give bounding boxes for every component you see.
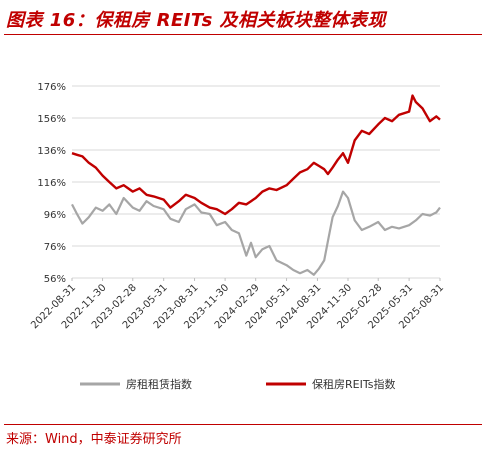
chart-title: 图表 16：保租房 REITs 及相关板块整体表现	[6, 10, 387, 31]
legend-label: 房租租赁指数	[126, 377, 192, 391]
line-chart: 56% 76% 96% 116% 136% 156% 176% 2022-08-312022…	[29, 82, 446, 391]
source-note: 来源：Wind，中泰证券研究所	[6, 432, 182, 447]
series-lines	[71, 94, 441, 276]
title-divider	[4, 34, 482, 35]
x-axis-ticks: 2022-08-312022-11-302023-02-282023-05-31…	[29, 278, 446, 331]
source-divider	[4, 424, 482, 425]
y-axis-ticks: 56% 76% 96% 116% 136% 156% 176%	[37, 82, 66, 285]
grid-lines	[72, 85, 440, 279]
y-tick-label: 76%	[44, 242, 66, 253]
legend: 房租租赁指数 保租房REITs指数	[80, 377, 395, 391]
y-tick-label: 176%	[37, 82, 66, 93]
legend-label: 保租房REITs指数	[312, 377, 395, 391]
series-line-rental	[71, 190, 441, 276]
y-tick-label: 56%	[44, 274, 66, 285]
series-line-reits	[71, 94, 441, 216]
y-tick-label: 156%	[37, 114, 66, 125]
y-tick-label: 136%	[37, 146, 66, 157]
y-tick-label: 96%	[44, 210, 66, 221]
y-tick-label: 116%	[37, 178, 66, 189]
